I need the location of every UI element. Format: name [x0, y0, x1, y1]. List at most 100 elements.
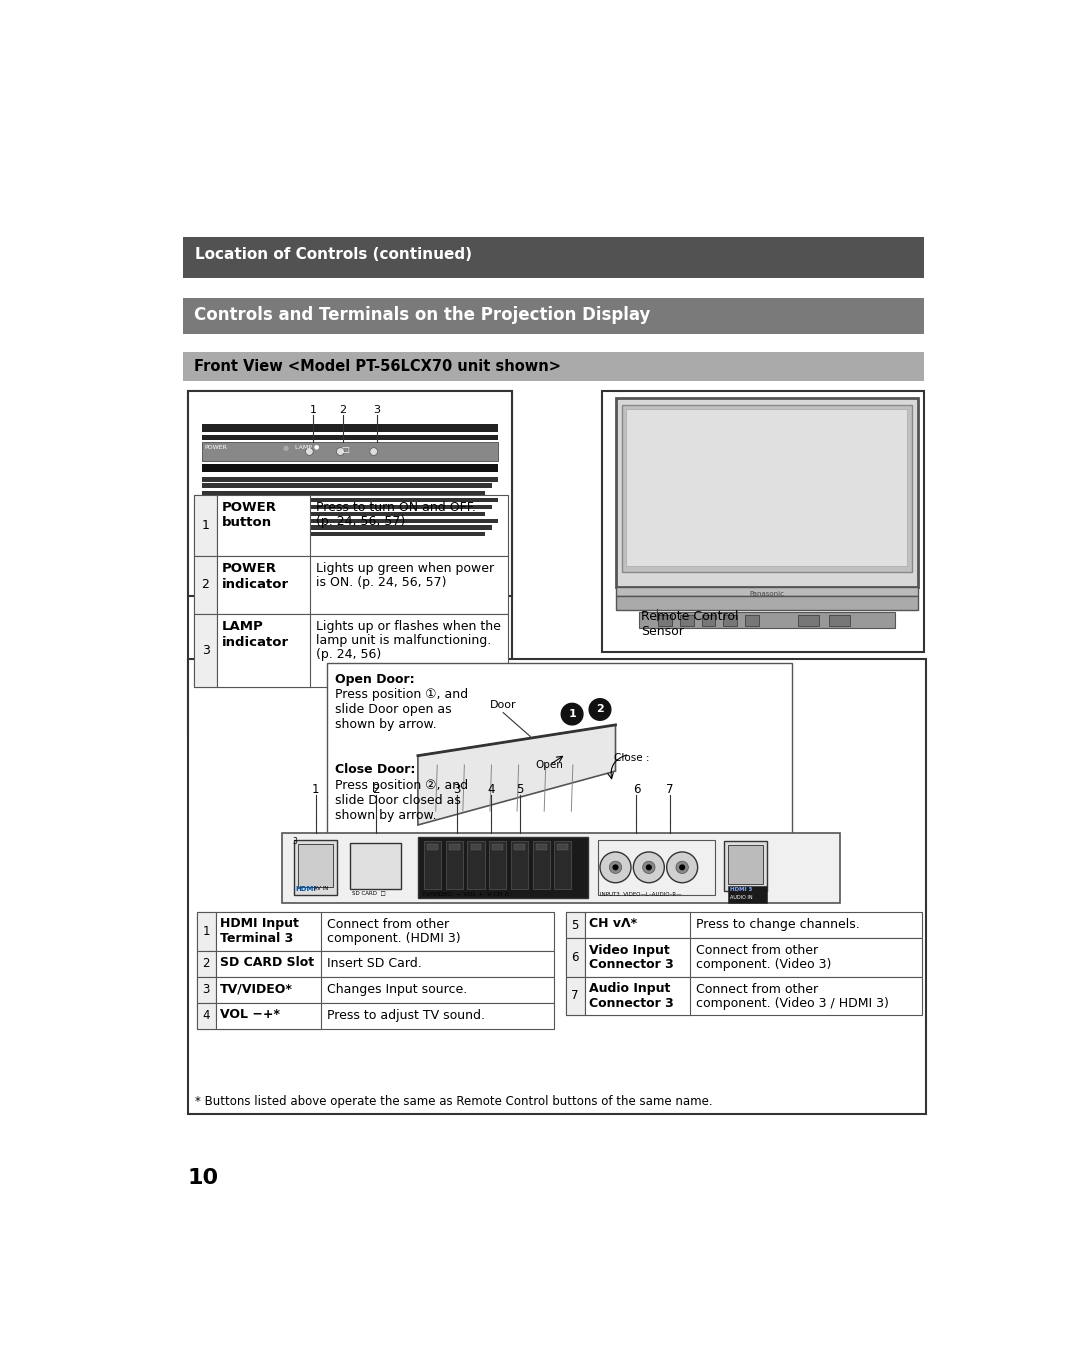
Bar [202, 518, 498, 523]
Text: 2: 2 [203, 957, 210, 970]
Text: Connect from other: Connect from other [697, 983, 819, 996]
Bar [216, 950, 321, 977]
Bar [298, 844, 333, 886]
Text: Open: Open [536, 761, 564, 770]
Bar [724, 841, 767, 891]
Text: 3: 3 [202, 643, 210, 657]
Bar [202, 532, 485, 536]
Bar [202, 497, 498, 503]
Text: 4: 4 [487, 784, 495, 796]
Text: Controls and Terminals on the Projection Display: Controls and Terminals on the Projection… [194, 307, 650, 324]
Text: Connector 3: Connector 3 [590, 996, 674, 1010]
Text: Press position ②, and
slide Door closed as
shown by arrow.: Press position ②, and slide Door closed … [335, 778, 468, 822]
Circle shape [643, 861, 656, 874]
Text: SD CARD  □: SD CARD □ [352, 890, 386, 895]
Text: (p. 24, 56, 57): (p. 24, 56, 57) [316, 515, 406, 527]
Bar [492, 844, 503, 851]
Polygon shape [418, 725, 616, 825]
Bar [679, 615, 693, 626]
Text: Press position ①, and
slide Door open as
shown by arrow.: Press position ①, and slide Door open as… [335, 688, 468, 731]
Text: indicator: indicator [221, 578, 289, 590]
Text: 6: 6 [633, 784, 640, 796]
Text: Connect from other: Connect from other [697, 945, 819, 957]
Bar [197, 912, 554, 950]
Bar [202, 477, 498, 481]
Text: Connector 3: Connector 3 [590, 958, 674, 972]
Bar [616, 398, 918, 587]
Bar [197, 950, 216, 977]
Bar [350, 842, 401, 889]
Text: 3: 3 [293, 837, 297, 845]
Text: 10: 10 [188, 1168, 219, 1189]
Bar [202, 435, 498, 440]
Bar [798, 615, 820, 626]
Bar [183, 298, 924, 334]
Circle shape [306, 447, 313, 455]
Bar [202, 424, 498, 432]
Text: Press to turn ON and OFF.: Press to turn ON and OFF. [316, 500, 476, 514]
Bar [598, 840, 715, 895]
Bar [202, 504, 491, 510]
Bar [216, 912, 321, 950]
Text: component. (HDMI 3): component. (HDMI 3) [327, 932, 461, 945]
Bar [468, 841, 485, 889]
Text: Lights up or flashes when the: Lights up or flashes when the [316, 620, 501, 634]
Bar [471, 844, 482, 851]
Text: ●: ● [282, 444, 288, 451]
Bar [294, 840, 337, 895]
Bar [511, 841, 528, 889]
Circle shape [337, 447, 345, 455]
Bar [327, 664, 793, 846]
Text: POWER: POWER [221, 500, 276, 514]
Bar [418, 837, 589, 898]
Text: 1: 1 [312, 784, 320, 796]
Bar [536, 844, 546, 851]
Circle shape [590, 699, 611, 720]
Text: TV/VIDEO*: TV/VIDEO* [220, 983, 293, 995]
Text: 6: 6 [571, 951, 579, 964]
Bar [446, 841, 463, 889]
Bar [585, 912, 690, 938]
Text: Close Door:: Close Door: [335, 763, 416, 777]
Bar [622, 405, 912, 571]
Circle shape [600, 852, 631, 883]
Text: 2: 2 [596, 705, 604, 714]
Bar [202, 463, 498, 473]
Bar [188, 391, 512, 732]
Bar [566, 912, 922, 938]
Text: SD CARD Slot: SD CARD Slot [220, 955, 314, 969]
Text: (p. 24, 56): (p. 24, 56) [316, 647, 381, 661]
Bar [828, 615, 850, 626]
Bar [197, 977, 554, 1003]
Circle shape [369, 447, 378, 455]
Text: is ON. (p. 24, 56, 57): is ON. (p. 24, 56, 57) [316, 577, 447, 589]
Text: 1: 1 [310, 405, 316, 416]
Text: 5: 5 [516, 784, 524, 796]
Bar [602, 391, 924, 652]
Bar [724, 615, 738, 626]
Circle shape [613, 866, 618, 870]
Text: Panasonic: Panasonic [750, 592, 784, 597]
Text: Terminal 3: Terminal 3 [220, 932, 294, 945]
Text: Remote Control
Sensor: Remote Control Sensor [642, 611, 739, 638]
Bar [658, 615, 672, 626]
Bar [188, 660, 926, 1114]
Text: LAMP ●: LAMP ● [295, 444, 319, 450]
Text: AUDIO IN: AUDIO IN [730, 895, 753, 900]
Text: 3: 3 [453, 784, 460, 796]
Bar [745, 615, 759, 626]
Bar [188, 391, 512, 596]
Text: Audio Input: Audio Input [590, 983, 671, 995]
Bar [183, 352, 924, 382]
Text: □: □ [341, 444, 349, 454]
Bar [197, 977, 216, 1003]
Bar [514, 844, 525, 851]
Bar [585, 977, 690, 1015]
Text: Press to adjust TV sound.: Press to adjust TV sound. [327, 1009, 485, 1022]
Bar [449, 844, 460, 851]
Text: 7: 7 [571, 990, 579, 1002]
Text: AV IN: AV IN [312, 886, 328, 891]
Text: HDMI 3: HDMI 3 [730, 887, 753, 893]
Bar [728, 886, 767, 902]
Bar [202, 526, 491, 530]
